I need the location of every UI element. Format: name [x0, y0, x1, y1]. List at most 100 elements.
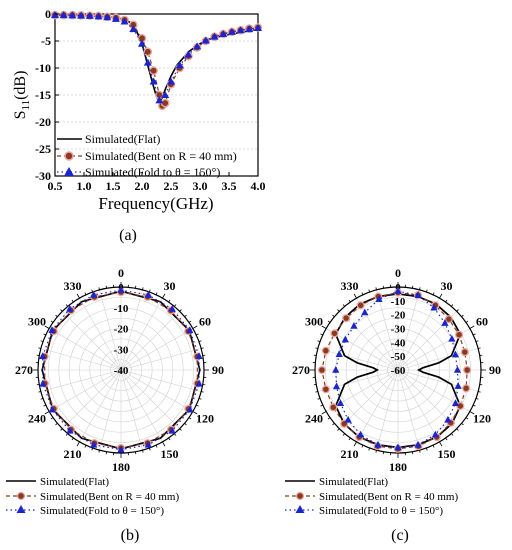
chart-b-angle-label: 120 [196, 412, 214, 426]
chart-a-legend-2: Simulated(Fold to θ = 150°) [85, 165, 220, 179]
chart-c-angle-tick [353, 293, 357, 299]
chart-c-legend-1: Simulated(Bent on R = 40 mm) [319, 491, 458, 503]
chart-c-angle-tick [432, 292, 435, 295]
chart-c-angle-tick [320, 404, 323, 407]
chart-c-angle-tick [332, 423, 335, 426]
chart-c-grid-spoke [376, 369, 399, 451]
chart-c-point-fold [350, 321, 358, 329]
chart-c-grid-spoke [376, 289, 399, 371]
chart-a-xtick-label: 3.0 [193, 179, 208, 193]
chart-a-point-fold [201, 36, 210, 44]
chart-b-angle-tick [155, 292, 158, 295]
chart-c-angle-tick [475, 340, 479, 342]
chart-c-point-bent [342, 314, 351, 323]
chart-b-angle-tick [91, 289, 93, 293]
chart-c-angle-tick [465, 320, 469, 323]
chart-b-angle-tick [196, 333, 199, 336]
chart-a-xtick-label: 0.5 [48, 179, 63, 193]
chart-b-angle-tick [71, 299, 74, 303]
chart-b-grid-spoke [120, 369, 163, 443]
chart-a-point-fold [193, 42, 202, 50]
chart-a-point-fold [149, 77, 158, 85]
chart-b-radial-label: -40 [114, 365, 129, 377]
chart-a-ytick-label: -5 [41, 34, 51, 48]
chart-c-angle-tick [353, 441, 357, 447]
chart-c-angle-tick [451, 304, 454, 307]
chart-b-point-fold [186, 405, 194, 413]
chart-a-xtick-label: 4.0 [251, 179, 266, 193]
chart-c-point-fold [332, 366, 340, 373]
chart-c-point-fold [448, 334, 456, 342]
chart-c-angle-label: 210 [341, 447, 359, 461]
chart-a-point-fold [111, 14, 120, 22]
chart-c-angle-tick [342, 433, 345, 436]
chart-b-grid-spoke [120, 369, 194, 412]
caption-c: (c) [391, 527, 409, 544]
chart-c-point-bent [455, 330, 464, 339]
chart-c-angle-tick [432, 445, 435, 448]
chart-c-legend: Simulated(Flat) Simulated(Bent on R = 40… [285, 476, 458, 517]
chart-c-grid-spoke [317, 348, 399, 371]
chart-b-radial-label: -20 [114, 324, 129, 336]
chart-b-angle-tick [162, 441, 166, 447]
chart-b-angle-tick [174, 304, 177, 307]
chart-c-angle-tick [348, 299, 351, 303]
chart-b-grid-spoke [120, 369, 180, 429]
chart-c-point-fold [454, 382, 462, 389]
chart-b-angle-tick [201, 347, 204, 349]
chart-b-angle-tick [71, 437, 74, 441]
chart-c-angle-tick [317, 398, 321, 400]
chart-c-grid-spoke [317, 369, 399, 392]
chart-c-point-bent [356, 301, 365, 310]
chart-b-point-fold [48, 326, 56, 333]
chart-c-angle-tick [320, 333, 323, 336]
chart-a-xtick-label: 1.5 [106, 179, 121, 193]
chart-c-point-fold [335, 350, 343, 358]
caption-a: (a) [119, 227, 137, 244]
chart-a-ytick-label: -15 [35, 88, 51, 102]
chart-b-grid-spoke [120, 348, 202, 371]
chart-b-angle-tick [196, 404, 199, 407]
chart-a-point-fold [103, 13, 112, 21]
chart-b-grid-spoke [48, 369, 122, 412]
chart-c-point-fold [394, 287, 402, 294]
chart-b-legend-marker-2 [16, 505, 26, 513]
chart-c-angle-tick [327, 320, 331, 323]
chart-a-xlabel: Frequency(GHz) [98, 194, 213, 213]
chart-a-point-fold [161, 91, 170, 98]
chart-a-ylabel-sub: 11 [20, 100, 32, 111]
chart-b-point-fold [195, 352, 203, 360]
chart-a-point-fold [94, 12, 103, 20]
chart-c-angle-tick [375, 287, 377, 290]
chart-c-legend-marker-1 [295, 491, 305, 501]
chart-c-angle-tick [315, 347, 318, 349]
chart-b-grid-spoke [99, 369, 122, 451]
chart-b-legend: Simulated(Flat) Simulated(Bent on R = 40… [6, 476, 179, 517]
chart-b-angle-tick [192, 411, 198, 415]
chart-c-angle-tick [426, 447, 428, 451]
chart-b-grid-spoke [79, 297, 122, 371]
chart-a-ytick-label: -10 [35, 61, 51, 75]
chart-c-radial-label: -10 [391, 296, 406, 308]
chart-b-grid-spoke [120, 311, 180, 371]
chart-c-angle-tick [419, 450, 421, 453]
chart-c-angle-label: 90 [489, 363, 501, 377]
chart-c-point-fold [414, 440, 422, 448]
chart-c-angle-tick [348, 437, 351, 441]
chart-b-radial-label: -10 [114, 303, 129, 315]
chart-b: 03060901201501802102402703003300-10-20-3… [15, 266, 224, 474]
chart-c-point-fold [336, 399, 345, 406]
chart-c-angle-tick [475, 398, 479, 400]
chart-c-point-bent [329, 403, 338, 412]
chart-b-angle-tick [60, 428, 63, 431]
chart-b-grid-spoke [40, 348, 122, 371]
chart-a-ytick-label: -25 [35, 142, 51, 156]
chart-c-angle-tick [361, 292, 364, 295]
chart-a-point-fold [219, 29, 228, 37]
chart-b-angle-tick [38, 391, 41, 393]
chart-b-angle-tick [91, 447, 93, 451]
chart-b-angle-label: 180 [112, 460, 130, 474]
chart-c-angle-tick [315, 391, 318, 393]
chart-b-point-fold [117, 445, 125, 453]
chart-b-angle-tick [50, 417, 54, 420]
